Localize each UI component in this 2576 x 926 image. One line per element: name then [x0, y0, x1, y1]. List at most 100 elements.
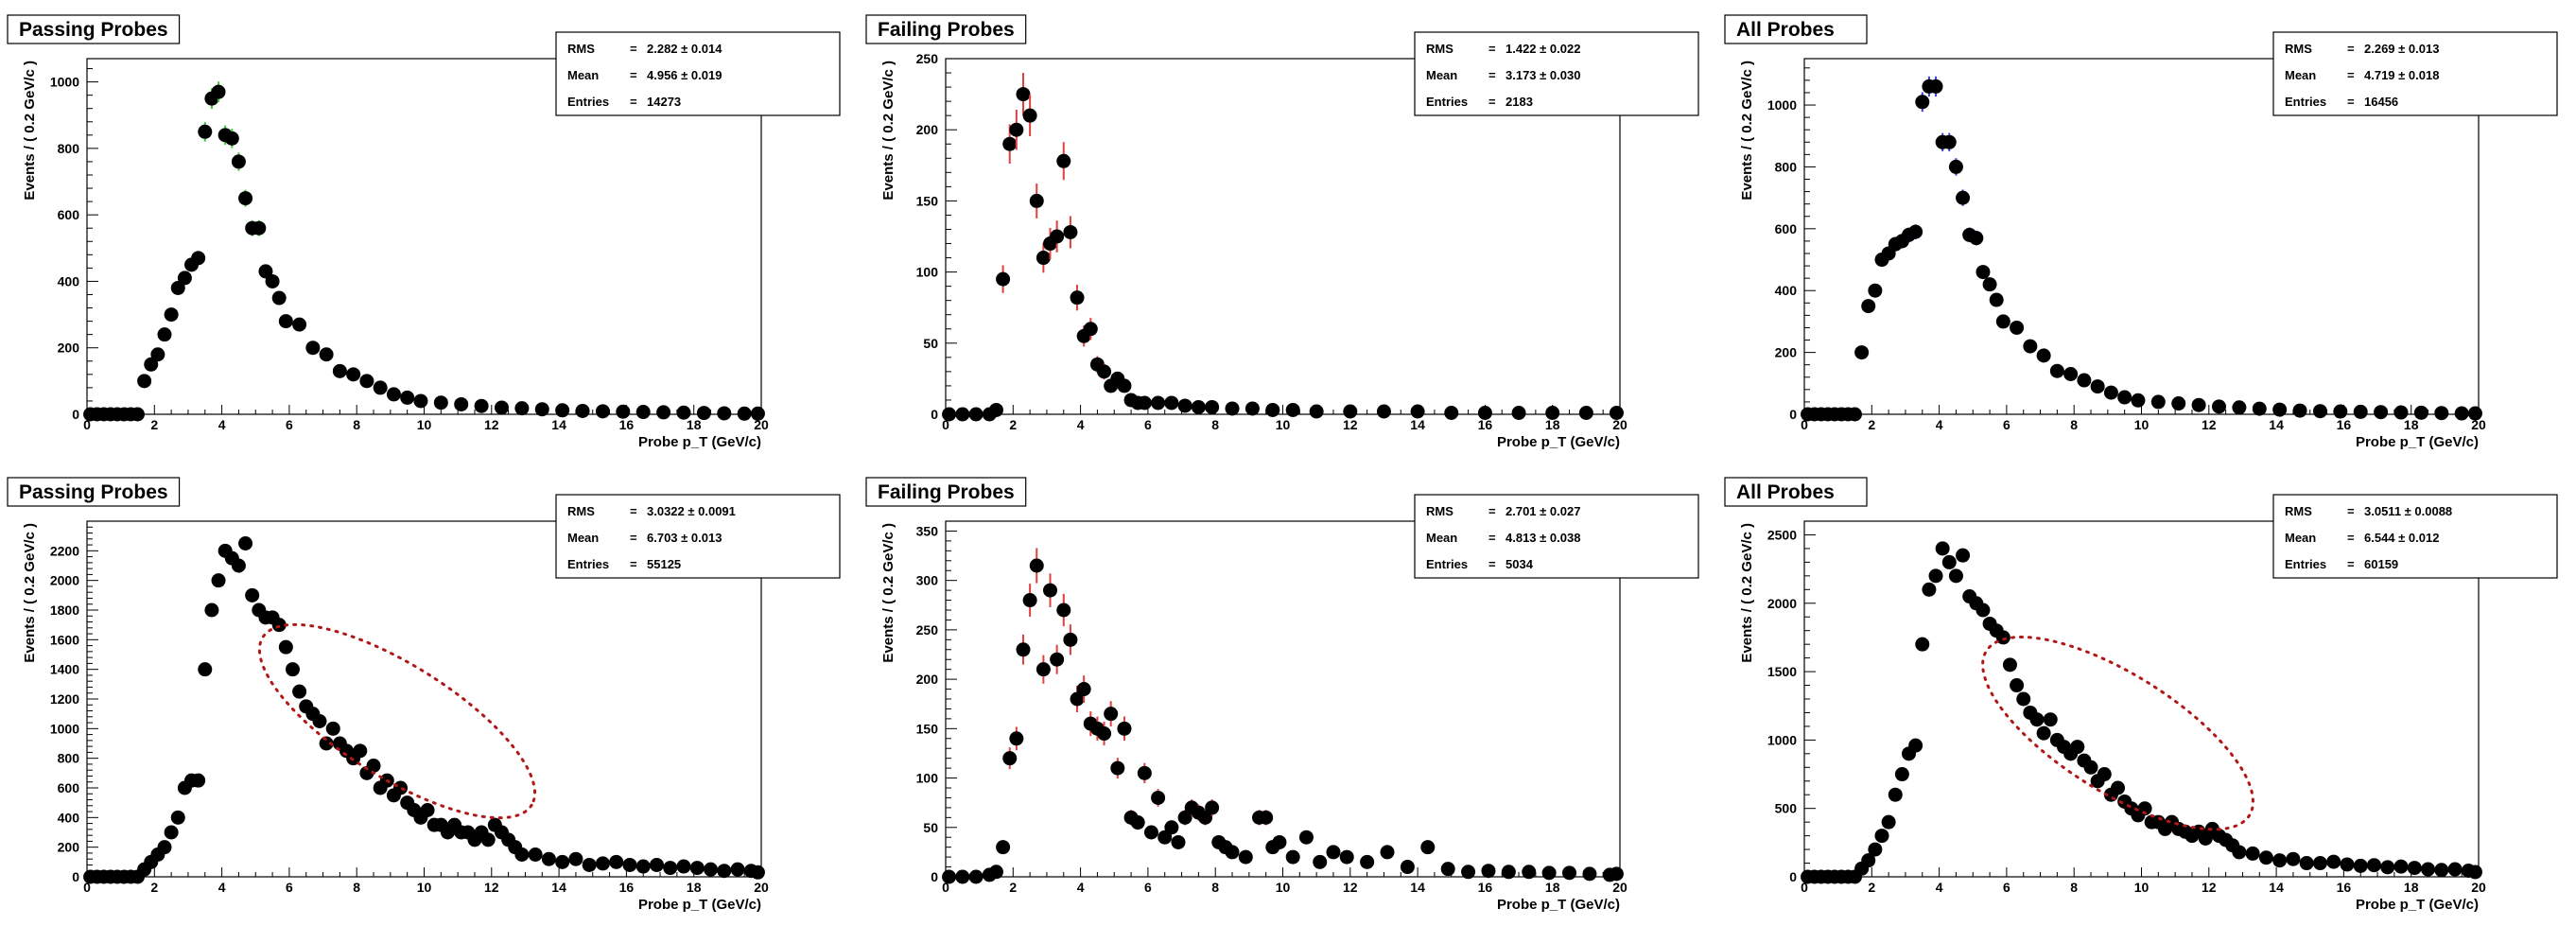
data-point [2312, 404, 2327, 419]
stat-label: Mean [567, 531, 599, 545]
marker [1522, 865, 1537, 880]
x-axis-label: Probe p_T (GeV/c) [2356, 434, 2479, 450]
data-point [2010, 678, 2025, 693]
marker [1016, 87, 1031, 102]
marker [1036, 662, 1051, 677]
marker [1609, 405, 1624, 420]
data-point [2292, 403, 2307, 418]
marker [996, 840, 1011, 855]
y-tick-label: 250 [916, 622, 939, 638]
marker [2111, 780, 2126, 795]
marker [1002, 751, 1018, 766]
data-point [319, 347, 334, 362]
data-point [2380, 860, 2395, 875]
stat-equals: = [1488, 95, 1496, 109]
data-point [1522, 865, 1537, 880]
data-point [2272, 402, 2288, 417]
data-point [1272, 834, 1287, 849]
marker [2245, 846, 2260, 861]
data-point [130, 407, 145, 422]
stat-label: RMS [567, 504, 595, 518]
marker [1002, 136, 1018, 151]
marker [2063, 366, 2079, 381]
stat-value: 6.703 ± 0.013 [647, 531, 722, 545]
data-point [2434, 863, 2449, 878]
marker [1948, 159, 1963, 174]
x-tick-label: 4 [1077, 880, 1085, 895]
data-point [1928, 76, 1943, 97]
data-point [170, 810, 185, 825]
marker [150, 347, 165, 362]
marker [231, 154, 246, 169]
data-point [1609, 405, 1624, 420]
marker [2029, 712, 2045, 727]
data-point [191, 773, 206, 788]
data-point [2353, 404, 2368, 419]
marker [1562, 865, 1577, 881]
chart-panel: Passing Probes RMS = 2.282 ± 0.014 Mean = 4.95… [0, 0, 859, 463]
marker [292, 684, 307, 699]
data-point [1117, 716, 1132, 742]
marker [433, 395, 448, 411]
marker [1143, 825, 1158, 840]
data-point [2097, 767, 2112, 782]
marker [2467, 406, 2482, 421]
data-point [2434, 406, 2449, 421]
marker [717, 406, 732, 421]
marker [1225, 845, 1240, 860]
marker [609, 854, 624, 869]
data-point [1948, 158, 1963, 176]
marker [1205, 399, 1220, 414]
data-point [1137, 762, 1152, 784]
data-point [622, 857, 637, 872]
x-tick-label: 14 [1410, 417, 1425, 432]
data-point [555, 854, 570, 869]
data-point [968, 407, 983, 422]
marker [1164, 395, 1179, 411]
data-point [541, 851, 556, 866]
marker [1995, 630, 2010, 645]
marker [359, 374, 374, 389]
chart-svg: All Probes RMS = 3.0511 ± 0.0088 Mean = 6.544 … [1724, 477, 2558, 913]
marker [1989, 292, 2004, 307]
data-point [245, 587, 260, 603]
marker [2353, 858, 2368, 873]
x-axis-label: Probe p_T (GeV/c) [1497, 897, 1620, 913]
marker [1861, 853, 1876, 868]
marker [1956, 190, 1971, 205]
marker [1935, 541, 1950, 556]
data-point [1976, 265, 1991, 280]
marker [198, 124, 213, 139]
data-point [996, 265, 1011, 293]
marker [514, 401, 530, 416]
data-point [1928, 568, 1943, 584]
data-point [1956, 189, 1971, 206]
marker [2232, 400, 2247, 415]
data-point [191, 251, 206, 266]
y-tick-label: 2500 [1767, 527, 1797, 542]
marker [1461, 865, 1476, 880]
data-point [1205, 799, 1220, 816]
y-tick-label: 1000 [1767, 97, 1797, 113]
marker [2083, 760, 2098, 775]
marker [1238, 849, 1253, 865]
data-point [1995, 314, 2010, 329]
data-point [1043, 573, 1058, 607]
data-point [1050, 644, 1065, 674]
x-tick-label: 8 [2070, 880, 2078, 895]
y-tick-label: 800 [58, 751, 80, 766]
stat-equals: = [2347, 504, 2355, 518]
x-tick-label: 16 [619, 880, 635, 895]
stat-value: 3.0511 ± 0.0088 [2364, 504, 2452, 518]
data-point [1868, 842, 1883, 857]
marker [1545, 405, 1560, 420]
data-point [942, 407, 957, 422]
marker [252, 220, 267, 236]
marker [1050, 652, 1065, 667]
marker [1400, 860, 1415, 875]
stat-value: 1.422 ± 0.022 [1506, 42, 1580, 56]
x-tick-label: 6 [1144, 880, 1152, 895]
marker [1881, 814, 1896, 830]
x-tick-label: 20 [1612, 880, 1627, 895]
marker [1908, 738, 1923, 753]
